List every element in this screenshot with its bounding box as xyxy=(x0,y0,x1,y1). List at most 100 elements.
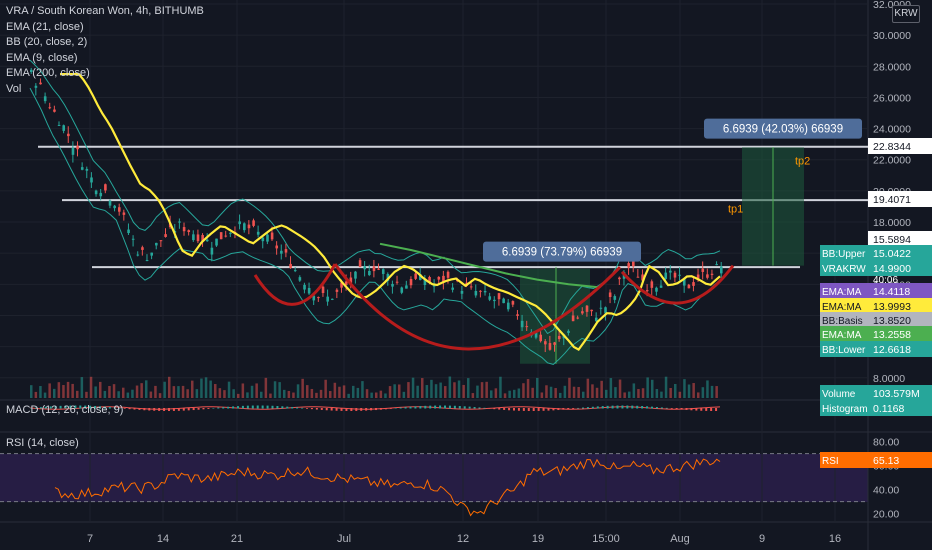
macd-histogram-bar xyxy=(350,408,353,411)
rsi-label[interactable]: RSI (14, close) xyxy=(6,437,79,449)
indicator-ema200[interactable]: EMA (200, close) xyxy=(6,67,90,79)
volume-bar xyxy=(411,377,415,398)
x-tick-label: Aug xyxy=(670,533,690,545)
macd-histogram-bar xyxy=(621,405,624,409)
macd-histogram-bar xyxy=(44,406,47,409)
level-price: 15.5894 xyxy=(873,234,911,246)
macd-label[interactable]: MACD (12, 26, close, 9) xyxy=(6,404,124,416)
series-value: 13.2558 xyxy=(873,329,911,341)
candle-body xyxy=(682,279,686,286)
macd-histogram-bar xyxy=(256,405,259,409)
volume-bar xyxy=(384,393,387,398)
macd-histogram-bar xyxy=(537,408,540,411)
x-tick-label: 21 xyxy=(231,533,243,545)
macd-histogram-bar xyxy=(89,405,92,409)
macd-histogram-bar xyxy=(340,408,343,411)
volume-bar xyxy=(168,376,171,398)
candle-body xyxy=(85,168,89,171)
volume-bar xyxy=(453,382,456,398)
volume-bar xyxy=(494,388,498,398)
volume-bar xyxy=(706,380,709,398)
candle-body xyxy=(127,229,130,234)
candle-body xyxy=(437,276,441,280)
candle-body xyxy=(664,272,668,279)
series-value-box xyxy=(868,326,932,342)
candle-body xyxy=(696,274,700,280)
macd-histogram-bar xyxy=(315,408,318,410)
macd-histogram-bar xyxy=(601,406,604,409)
macd-histogram-bar xyxy=(636,405,639,409)
indicator-volume[interactable]: Vol xyxy=(6,82,22,95)
candle-body xyxy=(43,96,47,102)
series-value: 0.1168 xyxy=(873,403,904,415)
candle-body xyxy=(30,69,33,73)
measure-callout-text: 6.6939 (73.79%) 66939 xyxy=(502,247,622,259)
candle-body xyxy=(571,315,575,322)
candle-body xyxy=(317,297,320,299)
candle-body xyxy=(349,277,353,283)
macd-histogram-bar xyxy=(94,405,97,409)
volume-bar xyxy=(365,389,369,398)
candle-body xyxy=(618,277,621,280)
volume-bar xyxy=(361,381,364,398)
currency-button[interactable]: KRW xyxy=(892,5,920,23)
candle-body xyxy=(298,277,302,281)
macd-histogram-bar xyxy=(389,408,392,409)
macd-histogram-bar xyxy=(670,408,673,409)
series-tag: Volume xyxy=(822,389,856,400)
macd-histogram-bar xyxy=(591,406,594,409)
volume-bar xyxy=(715,386,718,398)
candle-body xyxy=(331,298,334,300)
y-tick-label: 30.0000 xyxy=(873,30,911,42)
candle-body xyxy=(256,231,260,235)
candle-body xyxy=(502,298,505,304)
x-tick-label: 16 xyxy=(829,533,841,545)
macd-histogram-bar xyxy=(626,405,629,409)
series-tag-box xyxy=(820,452,868,468)
volume-bar xyxy=(94,386,97,398)
macd-histogram-bar xyxy=(103,406,106,409)
candle-body xyxy=(113,205,116,209)
volume-bar xyxy=(315,392,318,398)
series-tag-box xyxy=(820,341,868,357)
volume-bar xyxy=(421,378,424,398)
volume-bar xyxy=(614,387,617,398)
candle-body xyxy=(669,270,672,273)
volume-bar xyxy=(232,389,235,398)
macd-histogram-bar xyxy=(473,407,476,409)
macd-histogram-bar xyxy=(133,408,136,410)
candle-body xyxy=(215,238,218,246)
macd-histogram-bar xyxy=(34,407,37,409)
volume-bar xyxy=(407,382,410,398)
bb-lower-band xyxy=(29,87,721,365)
macd-histogram-bar xyxy=(271,405,274,409)
macd-histogram-bar xyxy=(404,407,407,409)
volume-bar xyxy=(66,381,70,398)
indicator-ema9[interactable]: EMA (9, close) xyxy=(6,51,78,64)
candle-body xyxy=(53,109,56,112)
symbol-title[interactable]: VRA / South Korean Won, 4h, BITHUMB xyxy=(6,5,204,17)
candle-body xyxy=(335,289,339,292)
candle-body xyxy=(692,282,695,286)
volume-bar xyxy=(503,393,507,398)
candle-body xyxy=(673,272,677,278)
candle-body xyxy=(266,234,269,242)
volume-bar xyxy=(283,389,286,398)
volume-bar xyxy=(402,391,406,398)
candle-body xyxy=(196,234,200,242)
tp2-label: tp2 xyxy=(795,155,810,167)
macd-histogram-bar xyxy=(261,405,264,409)
volume-bar xyxy=(324,379,327,398)
volume-bar xyxy=(379,390,383,398)
macd-histogram-bar xyxy=(143,408,146,411)
macd-histogram-bar xyxy=(434,405,437,409)
macd-histogram-bar xyxy=(291,406,294,409)
indicator-ema21[interactable]: EMA (21, close) xyxy=(6,20,84,33)
volume-bar xyxy=(154,385,157,398)
indicator-bb[interactable]: BB (20, close, 2) xyxy=(6,36,88,48)
candle-body xyxy=(678,274,681,276)
volume-bar xyxy=(278,382,281,398)
volume-bar xyxy=(99,381,102,398)
macd-histogram-bar xyxy=(665,407,668,409)
